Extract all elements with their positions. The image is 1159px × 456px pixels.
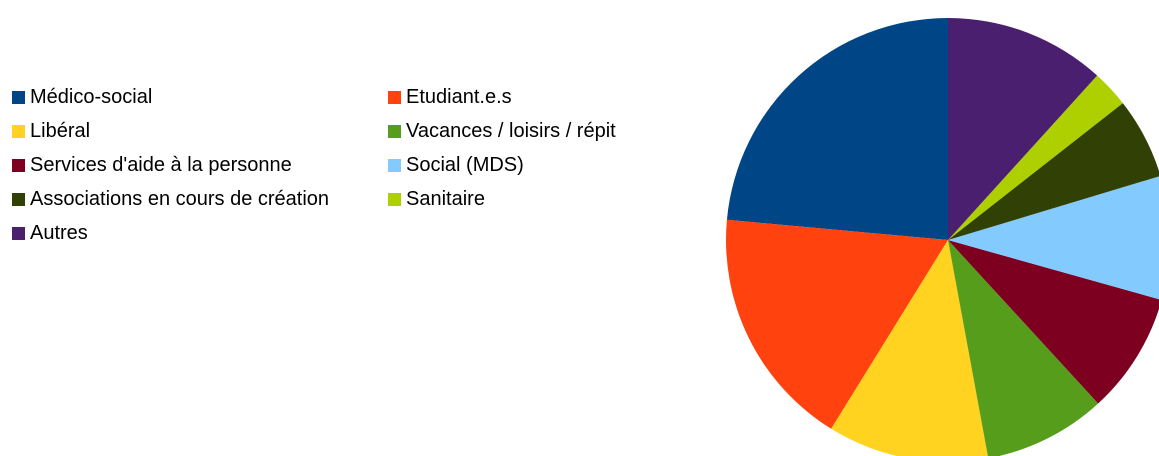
legend-label: Social (MDS) bbox=[406, 154, 524, 176]
pie-slice bbox=[948, 240, 1159, 404]
legend-swatch bbox=[388, 125, 401, 138]
legend-swatch bbox=[12, 227, 25, 240]
legend-item: Services d'aide à la personne bbox=[12, 152, 388, 178]
legend: Médico-social Etudiant.e.s Libéral Vacances… bbox=[12, 84, 718, 246]
legend-label: Médico-social bbox=[30, 86, 153, 108]
legend-swatch bbox=[12, 159, 25, 172]
legend-swatch bbox=[388, 91, 401, 104]
pie-slice bbox=[948, 75, 1123, 240]
legend-label: Services d'aide à la personne bbox=[30, 154, 292, 176]
pie-slice bbox=[726, 18, 948, 240]
legend-item: Vacances / loisirs / répit bbox=[388, 118, 718, 144]
legend-label: Associations en cours de création bbox=[30, 188, 330, 210]
legend-item: Associations en cours de création bbox=[12, 186, 388, 212]
pie-slice bbox=[726, 219, 948, 429]
legend-swatch bbox=[12, 91, 25, 104]
legend-item: Libéral bbox=[12, 118, 388, 144]
legend-label: Libéral bbox=[30, 120, 91, 142]
legend-label: Vacances / loisirs / répit bbox=[406, 120, 616, 142]
legend-swatch bbox=[12, 193, 25, 206]
legend-swatch bbox=[388, 193, 401, 206]
legend-item: Médico-social bbox=[12, 84, 388, 110]
legend-label: Sanitaire bbox=[406, 188, 485, 210]
pie-slice bbox=[948, 18, 1098, 240]
legend-swatch bbox=[12, 125, 25, 138]
legend-item: Social (MDS) bbox=[388, 152, 718, 178]
legend-swatch bbox=[388, 159, 401, 172]
pie-slice bbox=[948, 103, 1159, 240]
legend-item: Autres bbox=[12, 220, 388, 246]
legend-label: Etudiant.e.s bbox=[406, 86, 512, 108]
pie-slice bbox=[948, 176, 1159, 300]
pie-slice bbox=[831, 240, 988, 456]
pie-slice bbox=[948, 240, 1099, 456]
legend-item: Etudiant.e.s bbox=[388, 84, 718, 110]
legend-item: Sanitaire bbox=[388, 186, 718, 212]
legend-label: Autres bbox=[30, 222, 88, 244]
